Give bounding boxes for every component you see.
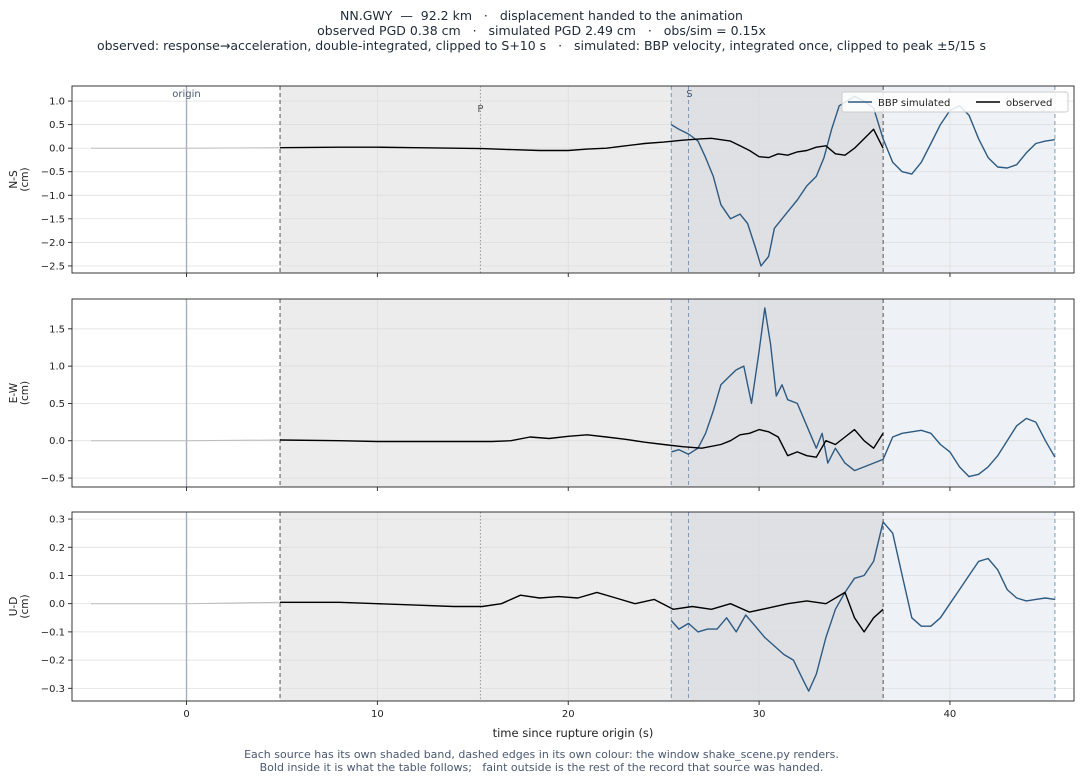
observed-line bbox=[279, 128, 884, 159]
panel-frame bbox=[71, 85, 1075, 274]
y-tick-label: −0.3 bbox=[41, 684, 65, 695]
footnote-line-2: Bold inside it is what the table follows… bbox=[259, 761, 824, 774]
y-tick-label: −2.0 bbox=[41, 238, 65, 249]
observed-line bbox=[280, 591, 884, 633]
panel-2: −0.5 0.0 0.5 1.0 1.5 E-W (cm) bbox=[8, 298, 1075, 491]
y-tick-label: 0.0 bbox=[49, 599, 65, 610]
panel-frame bbox=[71, 298, 1075, 488]
y-axis-label: N-S bbox=[8, 170, 20, 189]
y-tick-label: 1.5 bbox=[49, 324, 65, 335]
simulated-line bbox=[670, 521, 1056, 692]
y-tick-label: 0.5 bbox=[49, 399, 65, 410]
observed-faint-line bbox=[91, 147, 281, 149]
x-tick-label: 30 bbox=[753, 709, 766, 720]
x-tick-label: 10 bbox=[371, 709, 384, 720]
simulated-line bbox=[671, 307, 1056, 478]
panel-3: −0.3 −0.2 −0.1 0.0 0.1 0.2 0.3 0 10 20 30 40 U-D (cm) bbox=[8, 511, 1075, 720]
S-label: S bbox=[686, 89, 692, 100]
origin-label: origin bbox=[172, 89, 200, 100]
observed-line bbox=[279, 428, 884, 458]
x-tick-label: 0 bbox=[183, 709, 189, 720]
x-tick-label: 40 bbox=[944, 709, 957, 720]
y-axis-label: E-W bbox=[8, 382, 20, 403]
title-line-3: observed: response→acceleration, double-… bbox=[96, 38, 987, 53]
y-tick-label: −2.5 bbox=[41, 261, 65, 272]
legend-label-simulated: BBP simulated bbox=[878, 98, 950, 109]
y-tick-label: −0.1 bbox=[41, 627, 65, 638]
y-tick-label: 0.0 bbox=[49, 144, 65, 155]
y-tick-label: 1.0 bbox=[49, 97, 65, 108]
y-tick-label: −0.5 bbox=[41, 474, 65, 485]
overlap-window-band bbox=[671, 86, 884, 273]
panel-frame bbox=[71, 511, 1075, 702]
y-axis-label: (cm) bbox=[19, 381, 31, 405]
y-tick-label: 0.3 bbox=[49, 515, 65, 526]
y-tick-label: 0.0 bbox=[49, 436, 65, 447]
y-axis-label: (cm) bbox=[19, 594, 31, 618]
footnote-line-1: Each source has its own shaded band, das… bbox=[244, 748, 839, 761]
title-line-1: NN.GWY — 92.2 km · displacement handed t… bbox=[340, 8, 743, 23]
legend-box bbox=[841, 91, 1069, 113]
x-tick-label: 20 bbox=[562, 709, 575, 720]
P-label: P bbox=[477, 104, 483, 115]
x-axis-label: time since rupture origin (s) bbox=[493, 726, 654, 740]
y-tick-label: −1.0 bbox=[41, 191, 65, 202]
y-axis-label: (cm) bbox=[19, 167, 31, 191]
legend-label-observed: observed bbox=[1006, 98, 1052, 109]
y-tick-label: 0.5 bbox=[49, 120, 65, 131]
y-tick-label: −0.5 bbox=[41, 167, 65, 178]
y-tick-label: −1.5 bbox=[41, 214, 65, 225]
observed-faint-line bbox=[91, 601, 281, 605]
observed-faint-line bbox=[91, 439, 281, 442]
y-tick-label: 0.2 bbox=[49, 543, 65, 554]
y-tick-label: 1.0 bbox=[49, 362, 65, 373]
panel-1: −2.5 −2.0 −1.5 −1.0 −0.5 0.0 0.5 1.0 N-S (cm) orig… bbox=[8, 85, 1075, 277]
y-axis-label: U-D bbox=[8, 597, 20, 617]
title-line-2: observed PGD 0.38 cm · simulated PGD 2.4… bbox=[317, 23, 766, 38]
y-tick-label: −0.2 bbox=[41, 656, 65, 667]
y-tick-label: 0.1 bbox=[49, 571, 65, 582]
